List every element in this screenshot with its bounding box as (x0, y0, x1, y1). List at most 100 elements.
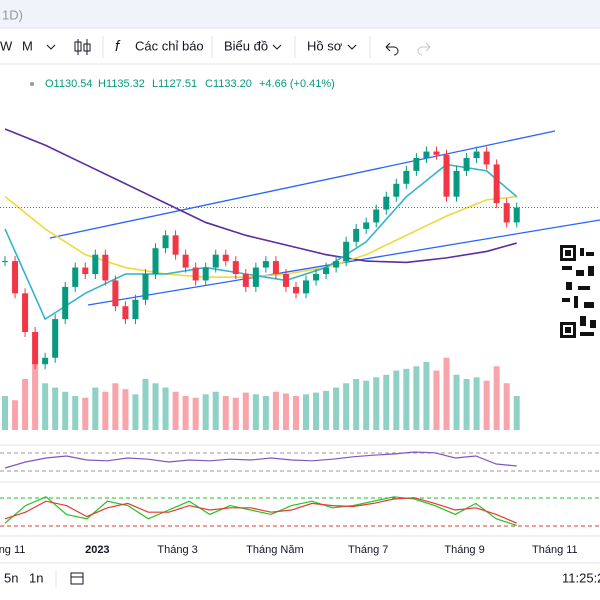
candle-body (82, 267, 89, 274)
volume-bar (292, 396, 299, 430)
candle-body (32, 332, 39, 365)
candle-body (262, 261, 269, 268)
date-range-icon[interactable] (70, 572, 84, 585)
dropdown-icon[interactable] (272, 44, 282, 50)
volume-bar (172, 391, 179, 430)
qr-code (560, 245, 600, 340)
candle-body (423, 151, 430, 158)
volume-bar (453, 374, 460, 430)
dot (30, 82, 34, 86)
volume-bar (423, 362, 430, 430)
range-1n[interactable]: 1n (29, 570, 43, 585)
candle-body (313, 274, 320, 281)
x-tick-label: 2023 (85, 544, 109, 556)
volume-bar (252, 394, 259, 430)
indicators-button[interactable]: Các chỉ báo (135, 38, 204, 53)
volume-bar (483, 380, 490, 430)
candle-body (22, 293, 29, 332)
volume-bar (413, 366, 420, 430)
candle-body (52, 319, 59, 358)
candle-body (12, 261, 19, 294)
candle-body (232, 261, 239, 274)
clock: 11:25:2 (562, 570, 600, 585)
volume-bar (162, 387, 169, 430)
candle-body (373, 209, 380, 223)
x-tick-label: Tháng 11 (532, 544, 578, 556)
volume-bar (82, 397, 89, 430)
volume-bar (182, 396, 189, 430)
candle-body (303, 280, 310, 294)
volume-bar (202, 394, 209, 430)
candle-body (142, 274, 149, 300)
volume-bar (323, 390, 330, 430)
candle-icon[interactable] (74, 39, 91, 55)
volume-bar (22, 379, 29, 430)
candle-body (493, 164, 500, 204)
candle-body (282, 274, 289, 287)
volume-bar (32, 362, 39, 430)
candle-body (503, 203, 510, 223)
candle-body (212, 254, 219, 268)
volume-bar (112, 383, 119, 430)
interval-m[interactable]: M (22, 38, 33, 53)
candle-body (333, 261, 340, 268)
title-bar (0, 0, 600, 28)
candle-body (2, 261, 9, 263)
candle-body (513, 207, 520, 223)
candle-body (292, 286, 299, 294)
candle-body (453, 170, 460, 197)
volume-bar (313, 392, 320, 430)
volume-bar (333, 387, 340, 430)
candle-body (162, 235, 169, 249)
undo-icon[interactable] (385, 42, 399, 56)
candle-body (152, 248, 159, 274)
dropdown-icon[interactable] (347, 44, 357, 50)
candle-body (112, 280, 119, 307)
dropdown-icon[interactable] (46, 44, 56, 50)
candle-body (42, 357, 49, 365)
volume-bar (473, 377, 480, 430)
candle-body (272, 261, 279, 274)
volume-bar (433, 370, 440, 430)
volume-bar (463, 379, 470, 430)
candle-body (172, 235, 179, 255)
candle-body (242, 274, 249, 287)
candle-body (443, 154, 450, 197)
volume-bar (122, 389, 129, 430)
candle-body (473, 151, 480, 158)
volume-bar (343, 383, 350, 430)
candle-body (202, 267, 209, 281)
candle-body (413, 158, 420, 171)
volume-bar (212, 391, 219, 430)
volume-bar (272, 391, 279, 430)
chart-button[interactable]: Biểu đồ (224, 38, 268, 53)
stoch-d (4, 497, 517, 524)
title: 1D) (2, 7, 23, 22)
candle-body (383, 196, 390, 210)
volume-bar (262, 396, 269, 430)
moving-average (4, 195, 517, 279)
volume-bar (383, 374, 390, 430)
volume-bar (52, 387, 59, 430)
candle-body (62, 286, 69, 320)
volume-bar (222, 396, 229, 430)
legend-close: C1133.20 (205, 78, 252, 90)
candle-body (252, 267, 259, 287)
redo-icon (417, 42, 431, 56)
legend-change: +4.66 (+0.41%) (259, 78, 335, 90)
moving-average (4, 128, 517, 264)
legend-high: H1135.32 (98, 78, 145, 90)
fx-icon[interactable]: f (115, 38, 121, 55)
volume-bar (72, 396, 79, 430)
candle-body (353, 228, 360, 242)
range-5n[interactable]: 5n (4, 570, 18, 585)
candle-body (182, 254, 189, 268)
volume-bar (282, 393, 289, 430)
volume-bar (493, 366, 500, 430)
candle-body (463, 158, 470, 171)
stoch-k (4, 496, 517, 526)
volume-bar (232, 397, 239, 430)
interval-w[interactable]: W (0, 38, 13, 53)
profile-button[interactable]: Hồ sơ (307, 38, 343, 53)
